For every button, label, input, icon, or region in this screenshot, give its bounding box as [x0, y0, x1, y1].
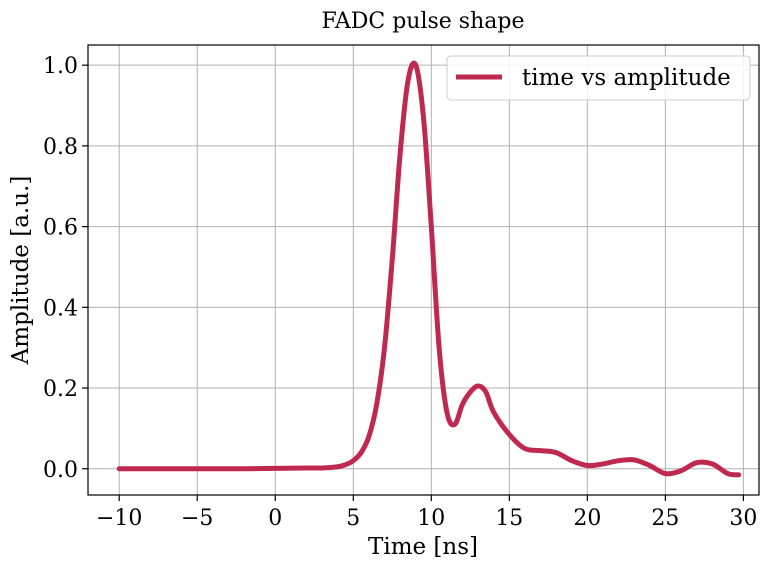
chart-title: FADC pulse shape — [322, 9, 525, 34]
legend-label: time vs amplitude — [522, 65, 731, 91]
x-tick-label: 20 — [573, 506, 601, 531]
series-line — [116, 60, 742, 478]
x-tick-label: 15 — [495, 506, 523, 531]
x-axis: −10 −5 0 5 10 15 20 25 30 — [96, 495, 757, 531]
legend: time vs amplitude — [446, 55, 751, 101]
plot-frame — [87, 44, 760, 496]
legend-frame — [446, 55, 751, 101]
x-tick-label: 25 — [651, 506, 679, 531]
x-axis-label: Time [ns] — [368, 534, 478, 560]
x-tick-label: −5 — [181, 506, 213, 531]
y-tick-label: 1.0 — [43, 54, 78, 79]
y-tick-label: 0.6 — [43, 216, 78, 241]
x-tick-label: 5 — [346, 506, 360, 531]
y-tick-label: 0.8 — [43, 135, 78, 160]
series-layer — [116, 60, 742, 478]
x-tick-label: 10 — [417, 506, 445, 531]
y-tick-label: 0.4 — [43, 296, 78, 321]
x-tick-label: −10 — [96, 506, 142, 531]
x-tick-label: 0 — [268, 506, 282, 531]
y-tick-label: 0.2 — [43, 377, 78, 402]
y-tick-label: 0.0 — [43, 458, 78, 483]
y-axis-label: Amplitude [a.u.] — [8, 176, 34, 366]
y-axis: 0.0 0.2 0.4 0.6 0.8 1.0 — [43, 54, 88, 483]
x-tick-label: 30 — [729, 506, 757, 531]
